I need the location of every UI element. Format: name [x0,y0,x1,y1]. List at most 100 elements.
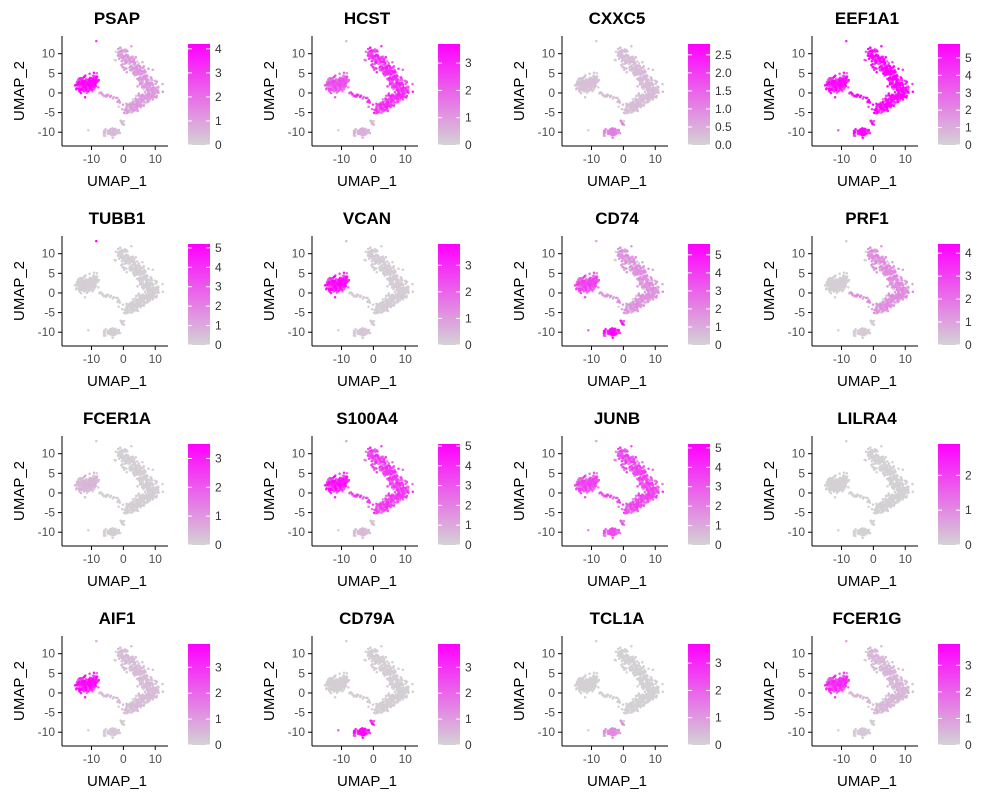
umap-point [902,85,905,89]
umap-point [892,84,895,88]
umap-point [633,108,637,111]
umap-point [391,61,394,64]
y-tick-label: 10 [42,247,56,261]
umap-point [118,131,122,135]
umap-point [872,111,876,114]
umap-point [117,257,121,261]
umap-point [390,103,393,107]
legend-tick-label: 2 [965,103,972,117]
umap-point [121,56,125,59]
umap-point [139,266,142,270]
umap-point [124,57,127,61]
umap-point [128,265,132,269]
umap-point [142,104,146,107]
umap-point [625,70,628,74]
x-axis-label: UMAP_1 [337,173,397,190]
umap-point [138,83,142,86]
umap-point [147,67,150,71]
umap-point [857,130,861,133]
umap-point [867,129,870,132]
umap-point [136,65,139,69]
umap-point [587,79,591,83]
umap-point [354,127,357,131]
umap-point [134,55,138,59]
umap-point [871,103,875,106]
umap-point [381,298,385,301]
umap-point [116,247,120,251]
umap-point [371,122,374,126]
umap-point [334,86,338,90]
legend-colorbar [438,44,460,145]
legend-tick-label: 1 [215,319,222,333]
umap-point [888,83,892,86]
umap-point [870,63,873,67]
umap-point [95,239,98,243]
umap-point [360,133,364,137]
x-tick-label: -10 [83,352,101,366]
umap-point [838,78,841,81]
umap-point [150,78,154,82]
umap-point [889,94,892,98]
umap-point [145,296,149,300]
umap-point [613,127,616,131]
umap-point [77,287,81,291]
umap-point [595,77,598,80]
umap-point [591,77,595,81]
umap-point [642,104,646,107]
umap-point [326,82,329,86]
umap-point [395,96,399,100]
umap-point [151,68,155,71]
x-axis-label: UMAP_1 [87,173,147,190]
umap-point [626,54,630,58]
umap-point [109,94,113,98]
umap-point [127,303,130,306]
umap-point [650,76,653,80]
umap-point [353,94,357,97]
umap-point [640,99,644,102]
umap-point [140,273,143,276]
umap-point [386,101,389,104]
umap-point [118,300,121,303]
umap-point [652,91,655,95]
umap-point [110,332,113,335]
umap-point [135,271,138,275]
umap-point [872,68,876,72]
umap-point [371,56,375,59]
umap-point [884,66,888,70]
umap-point [579,76,582,80]
umap-point [79,76,82,80]
umap-point [364,259,367,262]
umap-point [378,57,382,61]
x-tick-label: 0 [620,152,627,166]
umap-point [359,94,363,98]
umap-point [140,69,143,73]
umap-point [121,256,125,259]
umap-point [152,291,155,295]
umap-point [382,103,385,106]
umap-point [845,77,848,80]
umap-point [620,63,623,67]
umap-point [883,108,887,111]
umap-point [886,104,890,108]
umap-point [95,72,99,75]
umap-point [337,329,340,332]
umap-point [120,59,124,63]
umap-point [630,60,633,64]
umap-point [872,119,876,123]
umap-point [617,57,621,61]
umap-point [80,88,84,92]
y-tick-label: 0 [48,86,55,100]
umap-point [600,92,604,96]
umap-point [375,70,378,74]
legend-colorbar [188,44,210,145]
umap-point [597,86,600,89]
umap-point [344,81,348,84]
umap-point [113,132,116,135]
umap-point [621,56,625,59]
umap-point [386,109,390,113]
umap-point [638,83,642,86]
umap-point [384,55,388,59]
umap-point [862,133,866,137]
